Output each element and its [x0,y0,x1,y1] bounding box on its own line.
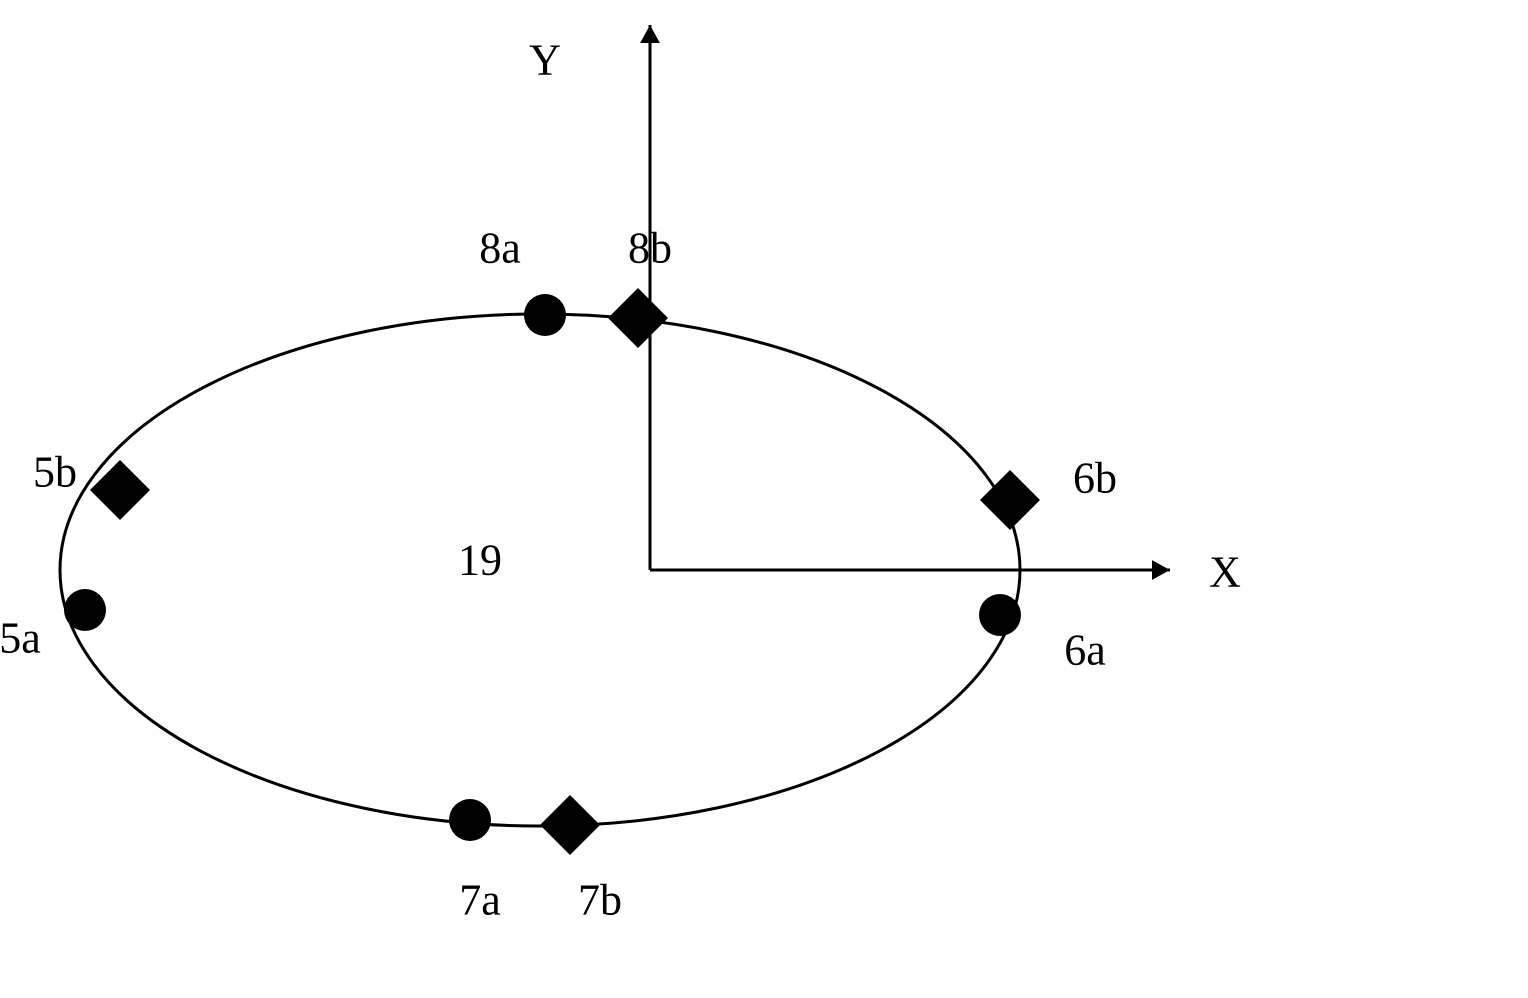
marker-label-5b: 5b [33,447,77,498]
marker-label-6b: 6b [1073,453,1117,504]
marker-diamond-8b [608,288,668,348]
marker-label-8a: 8a [479,223,521,274]
marker-circle-5a [64,589,106,631]
marker-diamond-7b [540,795,600,855]
axis-label-x: X [1209,547,1241,598]
marker-label-7a: 7a [459,875,501,926]
axis-label-y: Y [529,35,561,86]
marker-label-5a: 5a [0,613,41,664]
diagram-canvas [0,0,1528,998]
marker-label-8b: 8b [628,223,672,274]
marker-circle-8a [524,294,566,336]
marker-circle-6a [979,594,1021,636]
marker-circle-7a [449,799,491,841]
marker-label-6a: 6a [1064,625,1106,676]
marker-label-7b: 7b [578,875,622,926]
center-label: 19 [458,535,502,586]
